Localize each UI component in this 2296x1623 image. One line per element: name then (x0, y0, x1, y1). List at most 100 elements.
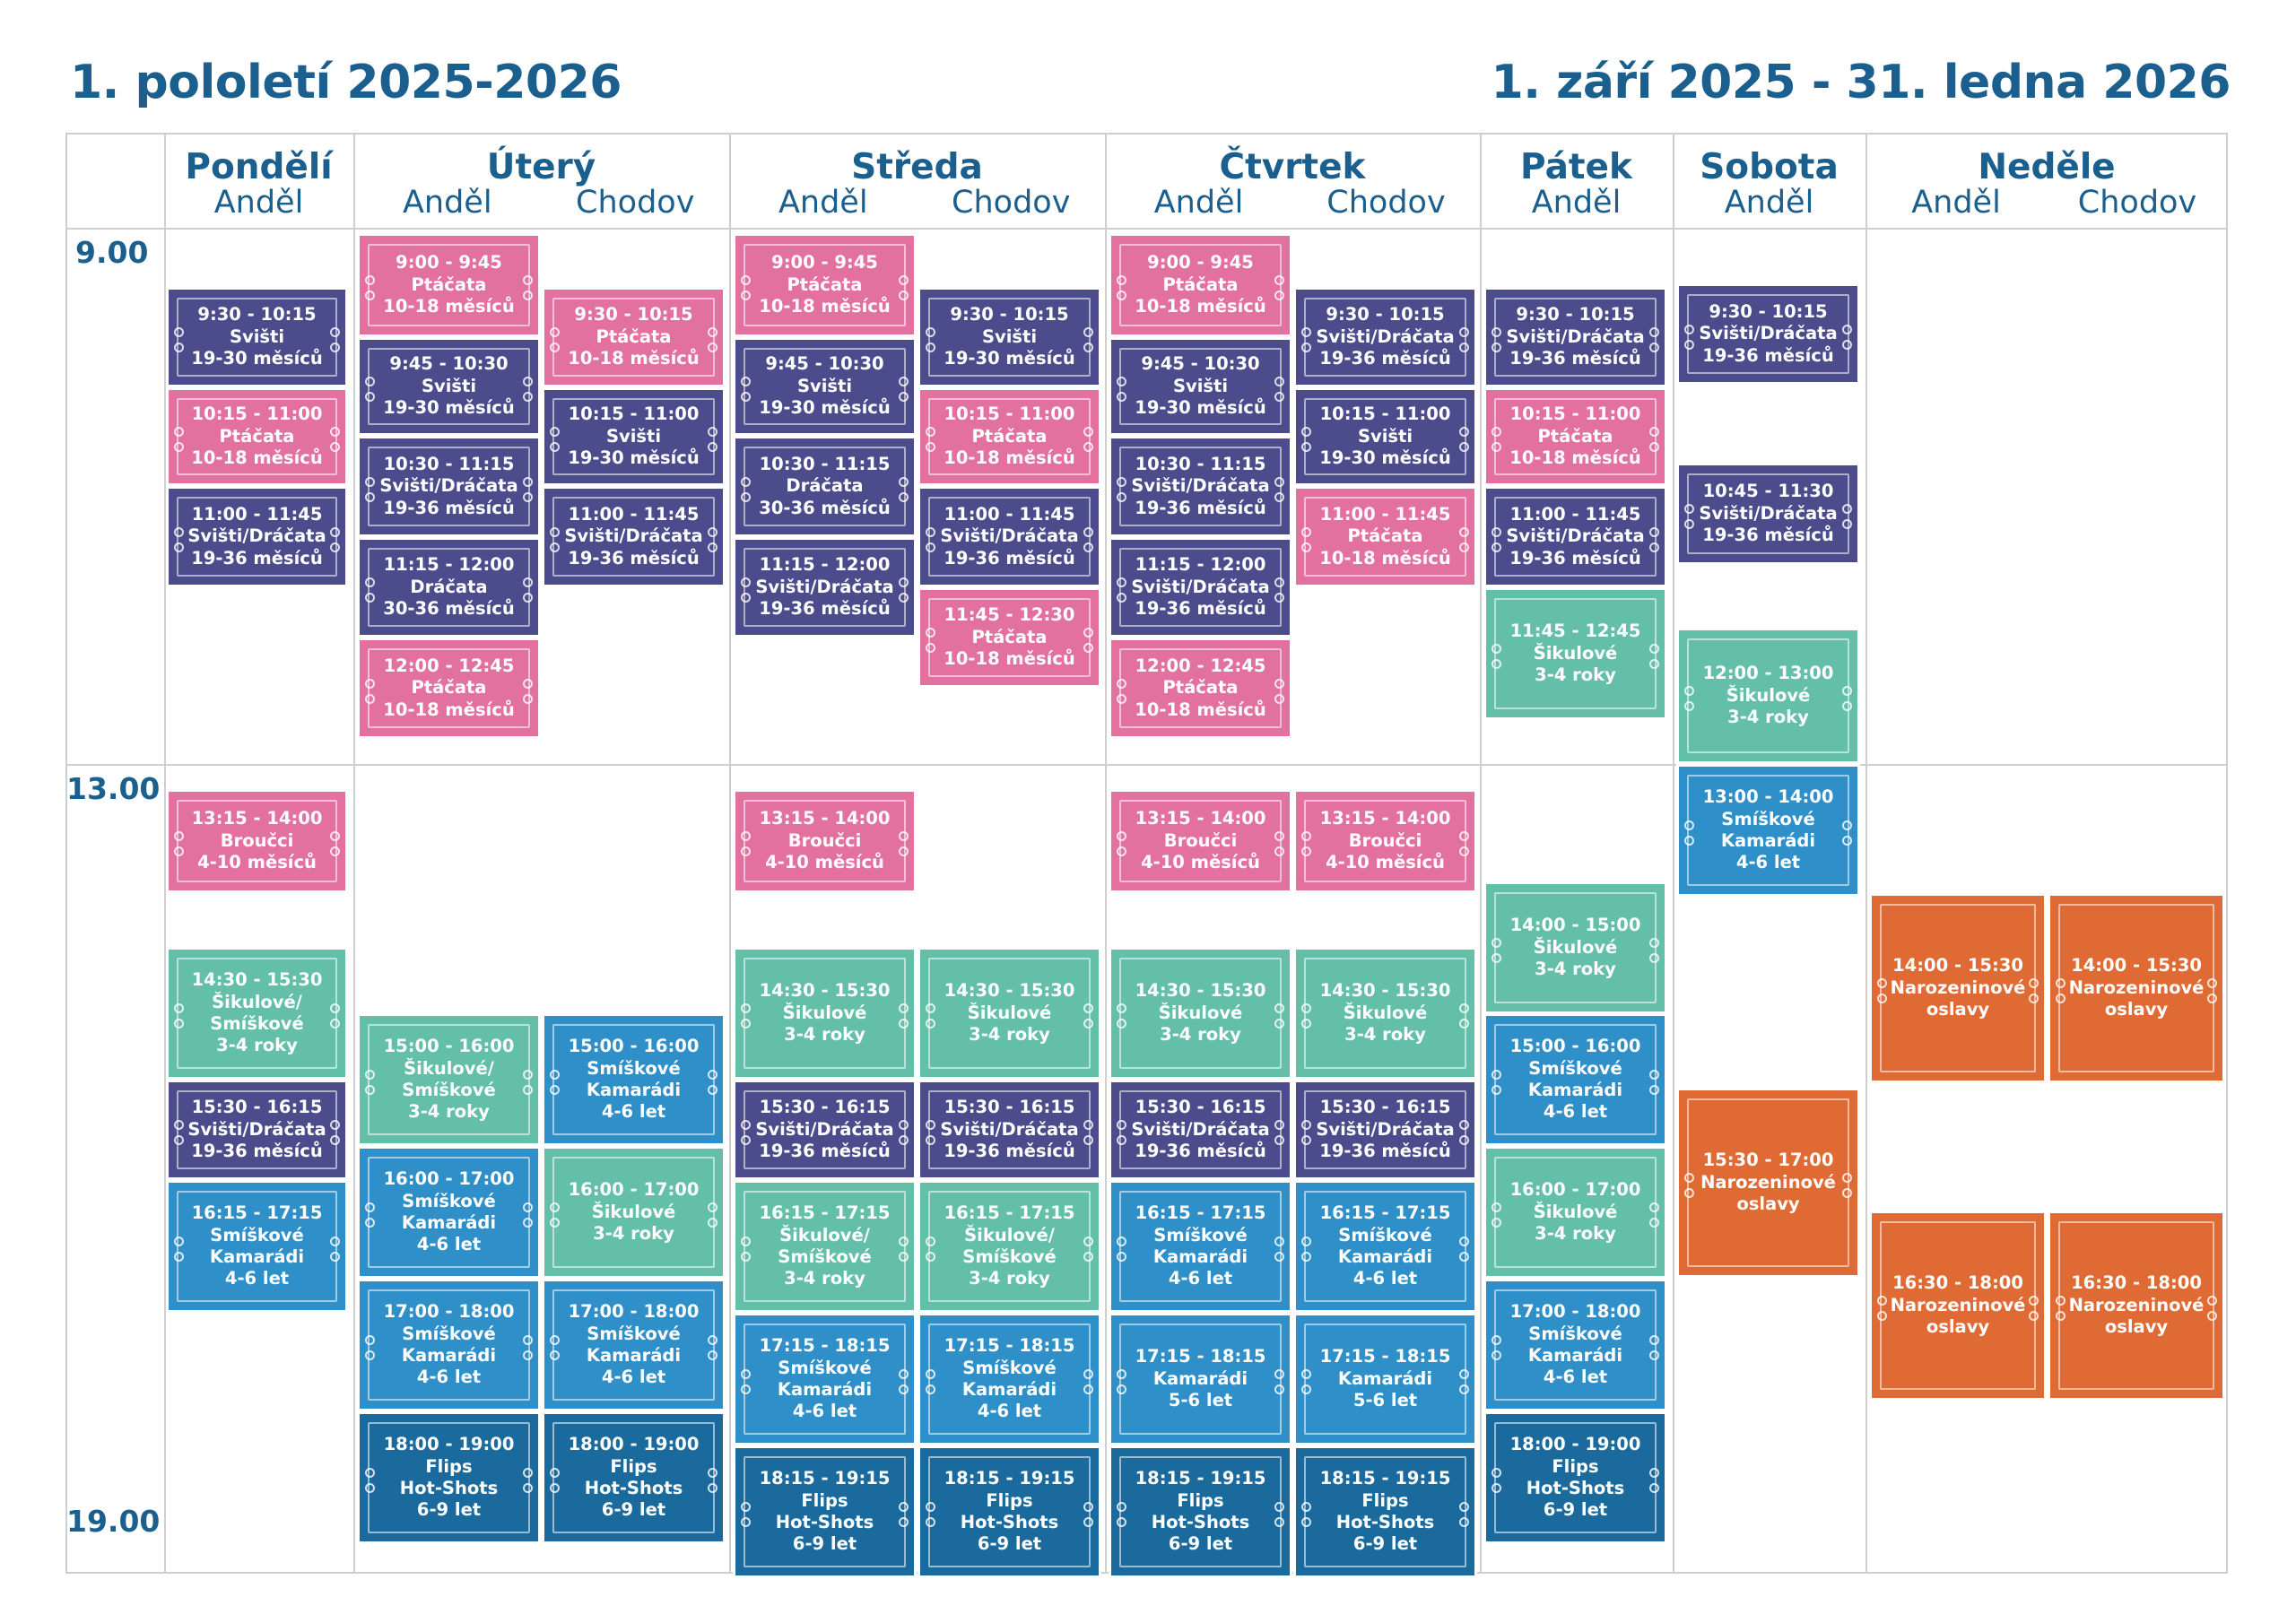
class-text: 19-36 měsíců (1509, 348, 1641, 369)
class-block[interactable]: 12:00 - 13:00 Šikulové 3-4 roky (1676, 628, 1860, 764)
class-block[interactable]: 15:30 - 16:15 Svišti/Dráčata 19-36 měsíců (1109, 1080, 1292, 1180)
class-block[interactable]: 11:00 - 11:45 Svišti/Dráčata 19-36 měsíců (1483, 486, 1667, 587)
class-block[interactable]: 9:30 - 10:15 Svišti 19-30 měsíců (166, 287, 348, 387)
binder-ring-icon (741, 275, 751, 285)
binder-ring-icon (550, 1335, 560, 1345)
binder-ring-icon (174, 1003, 184, 1013)
class-block[interactable]: 18:15 - 19:15 Flips Hot-Shots 6-9 let (733, 1445, 917, 1578)
class-block[interactable]: 16:15 - 17:15 Smíškové Kamarádi 4-6 let (166, 1180, 348, 1313)
class-block[interactable]: 11:45 - 12:30 Ptáčata 10-18 měsíců (918, 587, 1101, 688)
class-block[interactable]: 18:00 - 19:00 Flips Hot-Shots 6-9 let (542, 1411, 726, 1544)
class-block[interactable]: 16:30 - 18:00 Narozeninové oslavy (1869, 1211, 2047, 1401)
class-block[interactable]: 17:00 - 18:00 Smíškové Kamarádi 4-6 let (542, 1279, 726, 1411)
class-block[interactable]: 11:15 - 12:00 Dráčata 30-36 měsíců (357, 537, 541, 638)
class-block[interactable]: 15:30 - 16:15 Svišti/Dráčata 19-36 měsíců (166, 1080, 348, 1180)
class-block[interactable]: 18:15 - 19:15 Flips Hot-Shots 6-9 let (918, 1445, 1101, 1578)
class-text: 4-6 let (224, 1268, 290, 1289)
class-block[interactable]: 16:15 - 17:15 Šikulové/Smíškové 3-4 roky (733, 1180, 917, 1313)
class-block[interactable]: 16:15 - 17:15 Smíškové Kamarádi 4-6 let (1293, 1180, 1477, 1313)
class-text: Svišti/Dráčata (1699, 323, 1838, 344)
binder-ring-icon (174, 427, 184, 437)
class-block[interactable]: 16:00 - 17:00 Smíškové Kamarádi 4-6 let (357, 1146, 541, 1279)
class-block[interactable]: 11:00 - 11:45 Svišti/Dráčata 19-36 měsíců (166, 486, 348, 587)
binder-ring-icon (1684, 324, 1694, 334)
class-block[interactable]: 10:15 - 11:00 Ptáčata 10-18 měsíců (1483, 387, 1667, 486)
class-block[interactable]: 14:30 - 15:30 Šikulové 3-4 roky (918, 947, 1101, 1080)
class-block[interactable]: 15:30 - 16:15 Svišti/Dráčata 19-36 měsíců (918, 1080, 1101, 1180)
class-block[interactable]: 10:15 - 11:00 Svišti 19-30 měsíců (1293, 387, 1477, 486)
class-block[interactable]: 17:15 - 18:15 Kamarádi 5-6 let (1293, 1313, 1477, 1445)
class-block[interactable]: 13:15 - 14:00 Broučci 4-10 měsíců (1293, 789, 1477, 893)
class-block[interactable]: 12:00 - 12:45 Ptáčata 10-18 měsíců (357, 638, 541, 739)
class-block[interactable]: 13:15 - 14:00 Broučci 4-10 měsíců (1109, 789, 1292, 893)
binder-ring-icon (1649, 1350, 1659, 1360)
class-block[interactable]: 16:15 - 17:15 Smíškové Kamarádi 4-6 let (1109, 1180, 1292, 1313)
binder-ring-icon (1117, 1252, 1126, 1262)
binder-ring-icon (1877, 1296, 1887, 1306)
class-block[interactable]: 9:30 - 10:15 Ptáčata 10-18 měsíců (542, 287, 726, 387)
class-block[interactable]: 12:00 - 12:45 Ptáčata 10-18 měsíců (1109, 638, 1292, 739)
class-block[interactable]: 10:30 - 11:15 Svišti/Dráčata 19-36 měsíců (1109, 436, 1292, 537)
class-block[interactable]: 16:15 - 17:15 Šikulové/Smíškové 3-4 roky (918, 1180, 1101, 1313)
class-block[interactable]: 17:15 - 18:15 Smíškové Kamarádi 4-6 let (918, 1313, 1101, 1445)
class-block[interactable]: 10:15 - 11:00 Svišti 19-30 měsíců (542, 387, 726, 486)
class-block[interactable]: 10:30 - 11:15 Dráčata 30-36 měsíců (733, 436, 917, 537)
binder-ring-icon (1117, 1237, 1126, 1246)
class-block[interactable]: 9:00 - 9:45 Ptáčata 10-18 měsíců (1109, 233, 1292, 337)
class-block[interactable]: 16:30 - 18:00 Narozeninové oslavy (2048, 1211, 2225, 1401)
class-block[interactable]: 9:30 - 10:15 Svišti/Dráčata 19-36 měsíců (1483, 287, 1667, 387)
class-block[interactable]: 18:00 - 19:00 Flips Hot-Shots 6-9 let (357, 1411, 541, 1544)
class-block[interactable]: 17:00 - 18:00 Smíškové Kamarádi 4-6 let (1483, 1279, 1667, 1411)
class-block[interactable]: 16:00 - 17:00 Šikulové 3-4 roky (1483, 1146, 1667, 1279)
class-time: 16:30 - 18:00 (1892, 1272, 2023, 1294)
class-block[interactable]: 9:45 - 10:30 Svišti 19-30 měsíců (733, 337, 917, 436)
class-block[interactable]: 11:00 - 11:45 Svišti/Dráčata 19-36 měsíců (542, 486, 726, 587)
class-block[interactable]: 9:30 - 10:15 Svišti/Dráčata 19-36 měsíců (1293, 287, 1477, 387)
class-block[interactable]: 15:00 - 16:00 Šikulové/Smíškové 3-4 roky (357, 1013, 541, 1146)
class-text: Ptáčata (219, 425, 295, 447)
binder-ring-icon (174, 1237, 184, 1246)
class-block[interactable]: 10:15 - 11:00 Ptáčata 10-18 měsíců (166, 387, 348, 486)
class-text: 5-6 let (1168, 1390, 1233, 1411)
class-block[interactable]: 9:00 - 9:45 Ptáčata 10-18 měsíců (357, 233, 541, 337)
class-block[interactable]: 18:15 - 19:15 Flips Hot-Shots 6-9 let (1109, 1445, 1292, 1578)
class-block[interactable]: 18:15 - 19:15 Flips Hot-Shots 6-9 let (1293, 1445, 1477, 1578)
class-block[interactable]: 14:00 - 15:30 Narozeninové oslavy (1869, 893, 2047, 1083)
class-block[interactable]: 17:15 - 18:15 Kamarádi 5-6 let (1109, 1313, 1292, 1445)
class-text: Svišti/Dráčata (1131, 1118, 1270, 1140)
class-block[interactable]: 11:00 - 11:45 Svišti/Dráčata 19-36 měsíců (918, 486, 1101, 587)
class-block[interactable]: 16:00 - 17:00 Šikulové 3-4 roky (542, 1146, 726, 1279)
class-block[interactable]: 9:00 - 9:45 Ptáčata 10-18 měsíců (733, 233, 917, 337)
class-block[interactable]: 14:00 - 15:00 Šikulové 3-4 roky (1483, 881, 1667, 1014)
class-block[interactable]: 15:00 - 16:00 Smíškové Kamarádi 4-6 let (1483, 1013, 1667, 1146)
class-block[interactable]: 11:45 - 12:45 Šikulové 3-4 roky (1483, 587, 1667, 720)
class-block[interactable]: 13:15 - 14:00 Broučci 4-10 měsíců (733, 789, 917, 893)
class-block[interactable]: 9:45 - 10:30 Svišti 19-30 měsíců (1109, 337, 1292, 436)
class-block[interactable]: 18:00 - 19:00 Flips Hot-Shots 6-9 let (1483, 1411, 1667, 1544)
class-block[interactable]: 15:00 - 16:00 Smíškové Kamarádi 4-6 let (542, 1013, 726, 1146)
class-block[interactable]: 11:00 - 11:45 Ptáčata 10-18 měsíců (1293, 486, 1477, 587)
class-block[interactable]: 14:30 - 15:30 Šikulové 3-4 roky (1293, 947, 1477, 1080)
class-block[interactable]: 14:00 - 15:30 Narozeninové oslavy (2048, 893, 2225, 1083)
class-block[interactable]: 17:15 - 18:15 Smíškové Kamarádi 4-6 let (733, 1313, 917, 1445)
class-block[interactable]: 9:45 - 10:30 Svišti 19-30 měsíců (357, 337, 541, 436)
class-text: Svišti/Dráčata (187, 525, 326, 547)
class-block[interactable]: 10:30 - 11:15 Svišti/Dráčata 19-36 měsíců (357, 436, 541, 537)
class-block[interactable]: 10:45 - 11:30 Svišti/Dráčata 19-36 měsíců (1676, 463, 1860, 565)
class-block[interactable]: 14:30 - 15:30 Šikulové 3-4 roky (733, 947, 917, 1080)
class-block[interactable]: 9:30 - 10:15 Svišti 19-30 měsíců (918, 287, 1101, 387)
class-block[interactable]: 11:15 - 12:00 Svišti/Dráčata 19-36 měsíců (1109, 537, 1292, 638)
class-block[interactable]: 10:15 - 11:00 Ptáčata 10-18 měsíců (918, 387, 1101, 486)
class-block[interactable]: 15:30 - 16:15 Svišti/Dráčata 19-36 měsíců (733, 1080, 917, 1180)
class-text: Ptáčata (1347, 525, 1423, 547)
class-block[interactable]: 14:30 - 15:30 Šikulové 3-4 roky (1109, 947, 1292, 1080)
binder-ring-icon (1117, 831, 1126, 841)
class-block[interactable]: 15:30 - 17:00 Narozeninové oslavy (1676, 1088, 1860, 1278)
class-block[interactable]: 14:30 - 15:30 Šikulové/Smíškové 3-4 roky (166, 947, 348, 1080)
class-block[interactable]: 17:00 - 18:00 Smíškové Kamarádi 4-6 let (357, 1279, 541, 1411)
class-block[interactable]: 13:00 - 14:00 Smíškové Kamarádi 4-6 let (1676, 764, 1860, 897)
class-block[interactable]: 11:15 - 12:00 Svišti/Dráčata 19-36 měsíců (733, 537, 917, 638)
class-block[interactable]: 9:30 - 10:15 Svišti/Dráčata 19-36 měsíců (1676, 283, 1860, 385)
class-block[interactable]: 13:15 - 14:00 Broučci 4-10 měsíců (166, 789, 348, 893)
class-block[interactable]: 15:30 - 16:15 Svišti/Dráčata 19-36 měsíců (1293, 1080, 1477, 1180)
